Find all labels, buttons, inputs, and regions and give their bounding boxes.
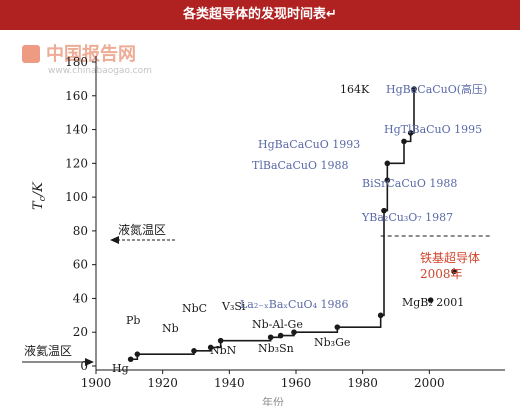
y-tick-label: 100 xyxy=(65,190,88,204)
data-points xyxy=(127,86,457,363)
label-nb3sn: Nb₃Sn xyxy=(258,342,294,355)
data-point xyxy=(381,207,387,214)
liquid-nitrogen-label: 液氮温区 xyxy=(118,222,166,237)
data-point xyxy=(401,138,407,145)
label-iron-year: 2008年 xyxy=(420,267,463,281)
label-hgtlbacuo: HgTlBaCuO 1995 xyxy=(384,123,482,136)
label-iron-based: 铁基超导体 xyxy=(420,250,480,265)
outlier-point xyxy=(451,268,457,275)
label-nb: Nb xyxy=(162,322,179,335)
label-164k: 164K xyxy=(340,83,370,96)
y-tick-label: 140 xyxy=(65,123,88,137)
data-point xyxy=(127,356,134,363)
watermark-domain: www.chinabaogao.com xyxy=(48,66,152,76)
x-tick-label: 1980 xyxy=(347,376,378,390)
timeline-chart: 中国报告网 www.chinabaogao.com 0 20 40 60 80 100 12… xyxy=(22,43,505,409)
data-point xyxy=(334,324,341,330)
x-tick-label: 1900 xyxy=(81,376,112,390)
tc-step-line xyxy=(130,89,415,361)
watermark-logo-icon xyxy=(22,45,40,63)
liquid-nitrogen-annotation: 液氮温区 xyxy=(110,222,175,244)
y-tick-label: 20 xyxy=(73,325,88,339)
label-pb: Pb xyxy=(126,314,140,327)
x-tick-label: 2000 xyxy=(414,376,445,390)
data-point xyxy=(384,160,391,167)
watermark-brand: 中国报告网 xyxy=(46,43,136,65)
label-bisrcacuo: BiSrCaCuO 1988 xyxy=(362,177,457,190)
data-point xyxy=(384,177,391,184)
x-tick-label: 1940 xyxy=(214,376,245,390)
y-axis-label: Tc/K xyxy=(31,181,48,210)
label-hgbacacuo-pressure: HgBaCaCuO(高压) xyxy=(386,82,487,96)
data-point xyxy=(207,344,214,351)
label-v3si: V₃Si xyxy=(221,300,246,313)
data-point xyxy=(191,348,197,354)
label-hg: Hg xyxy=(112,362,129,375)
y-ticks: 0 20 40 60 80 100 120 140 160 180 xyxy=(65,55,96,373)
data-point xyxy=(291,329,297,336)
y-tick-label: 0 xyxy=(80,359,88,373)
page-title: 各类超导体的发现时间表↵ xyxy=(0,0,520,30)
data-point xyxy=(377,312,384,319)
data-point xyxy=(134,351,141,357)
point-labels: Hg Pb Nb NbC NbN V₃Si Nb₃Sn Nb-Al-Ge Nb₃… xyxy=(112,82,487,375)
y-tick-label: 160 xyxy=(65,89,88,103)
x-tick-label: 1920 xyxy=(147,376,178,390)
watermark: 中国报告网 www.chinabaogao.com xyxy=(22,43,152,76)
chart-container: 中国报告网 www.chinabaogao.com 0 20 40 60 80 100 12… xyxy=(0,30,520,409)
arrow-left-icon xyxy=(110,236,119,244)
label-nbn: NbN xyxy=(210,344,237,357)
liquid-helium-label: 液氦温区 xyxy=(24,343,72,358)
arrow-right-icon xyxy=(85,358,94,366)
liquid-helium-annotation: 液氦温区 xyxy=(22,343,94,366)
y-tick-label: 120 xyxy=(65,156,88,170)
y-tick-label: 80 xyxy=(73,224,88,238)
x-ticks: 1900 1920 1940 1960 1980 2000 xyxy=(81,370,445,390)
label-nb3ge: Nb₃Ge xyxy=(314,336,350,349)
y-tick-label: 180 xyxy=(65,55,88,69)
x-axis-label: 年份 xyxy=(262,395,284,406)
outlier-point xyxy=(427,297,434,303)
x-tick-label: 1960 xyxy=(281,376,312,390)
label-nb-al-ge: Nb-Al-Ge xyxy=(252,318,303,331)
label-lbco: La₂₋ₓBaₓCuO₄ 1986 xyxy=(240,298,348,311)
data-point xyxy=(217,337,224,344)
y-tick-label: 40 xyxy=(73,291,88,305)
data-point xyxy=(411,86,417,92)
label-nbc: NbC xyxy=(182,302,207,315)
data-point xyxy=(277,332,284,339)
data-point xyxy=(407,130,414,136)
label-tlbacacuo: TlBaCaCuO 1988 xyxy=(252,159,348,172)
y-tick-label: 60 xyxy=(73,258,88,272)
label-ybco: YBa₂Cu₃O₇ 1987 xyxy=(361,211,453,224)
data-point xyxy=(267,334,274,341)
label-mgb2: MgB₂ 2001 xyxy=(402,296,464,309)
label-hgbacacuo: HgBaCaCuO 1993 xyxy=(258,138,360,151)
